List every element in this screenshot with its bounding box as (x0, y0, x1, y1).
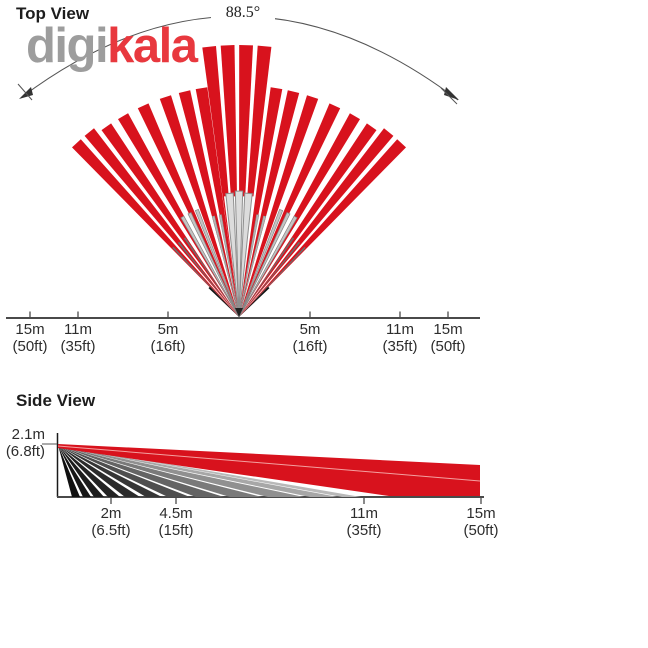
side-view-title: Side View (16, 391, 96, 410)
watermark-logo: digikala (26, 19, 198, 73)
dark-thin-beam (239, 241, 301, 317)
mount-height-meters: 2.1m (11, 426, 45, 443)
side-black-beam (58, 445, 140, 497)
red-detection-beam (101, 123, 239, 318)
top-axis-tick-label: 11m (35ft) (382, 321, 418, 355)
gray-side-beam (187, 212, 240, 318)
top-view-title: Top View (16, 4, 90, 23)
side-black-beam (58, 445, 120, 497)
coverage-angle-label: 88.5° (211, 4, 275, 22)
gray-side-beam (238, 215, 298, 318)
watermark-digi: digi (26, 19, 109, 73)
side-black-beam (58, 445, 162, 497)
red-detection-beam (159, 95, 239, 317)
arc-arrowhead-right (444, 87, 459, 100)
dark-thin-beam (239, 246, 306, 317)
dark-thin-beam (183, 237, 239, 317)
gray-side-beam (238, 208, 284, 318)
side-axis-tick-label: 11m (35ft) (346, 505, 382, 539)
top-axis-tick-label: 5m (16ft) (292, 321, 328, 355)
watermark-kala: kala (107, 19, 198, 73)
gray-flank-beam (211, 215, 240, 318)
top-axis-tick-label: 11m (35ft) (60, 321, 96, 355)
red-detection-beam (239, 113, 360, 317)
side-black-beam (58, 445, 104, 497)
top-axis-tick-label: 15m (50ft) (430, 321, 466, 355)
side-gray-beam (58, 445, 262, 497)
gray-center-beam (238, 192, 253, 318)
side-axis-tick-label: 4.5m (15ft) (158, 505, 194, 539)
gray-side-beam (180, 215, 240, 318)
side-gray-beam (58, 445, 304, 497)
gray-center-beam (234, 190, 244, 318)
red-detection-beam (239, 123, 377, 318)
gray-side-beam (194, 208, 240, 318)
dark-thin-beam (177, 241, 239, 317)
gray-flank-beam (238, 214, 260, 318)
red-detection-beam (239, 95, 319, 317)
gray-center-beam (225, 192, 240, 318)
arc-end-slash-right (440, 87, 458, 105)
side-red-beam (58, 444, 480, 496)
creep-zone-beam (208, 286, 239, 317)
top-axis-tick-label: 15m (50ft) (12, 321, 48, 355)
side-red-beam-split (57, 445, 481, 482)
mount-height-label: 2.1m (6.8ft) (0, 426, 45, 460)
gray-flank-beam (238, 215, 267, 318)
side-black-beam (58, 445, 80, 497)
dark-thin-beam (172, 246, 239, 317)
gray-side-beam (238, 212, 291, 318)
arc-end-slash-left (17, 83, 33, 101)
side-black-beam (58, 445, 91, 497)
side-axis-tick-label: 2m (6.5ft) (91, 505, 131, 539)
side-gray-beam (58, 445, 224, 497)
mount-height-feet: (6.8ft) (5, 442, 45, 460)
red-detection-beam (118, 113, 239, 317)
side-gray-beam (58, 445, 190, 497)
top-axis-tick-label: 5m (16ft) (150, 321, 186, 355)
side-axis-tick-label: 15m (50ft) (463, 505, 499, 539)
red-detection-beam (202, 46, 239, 317)
gray-flank-beam (218, 214, 240, 318)
creep-zone-beam (239, 286, 270, 317)
dark-thin-beam (239, 237, 295, 317)
apex-point (235, 308, 243, 317)
